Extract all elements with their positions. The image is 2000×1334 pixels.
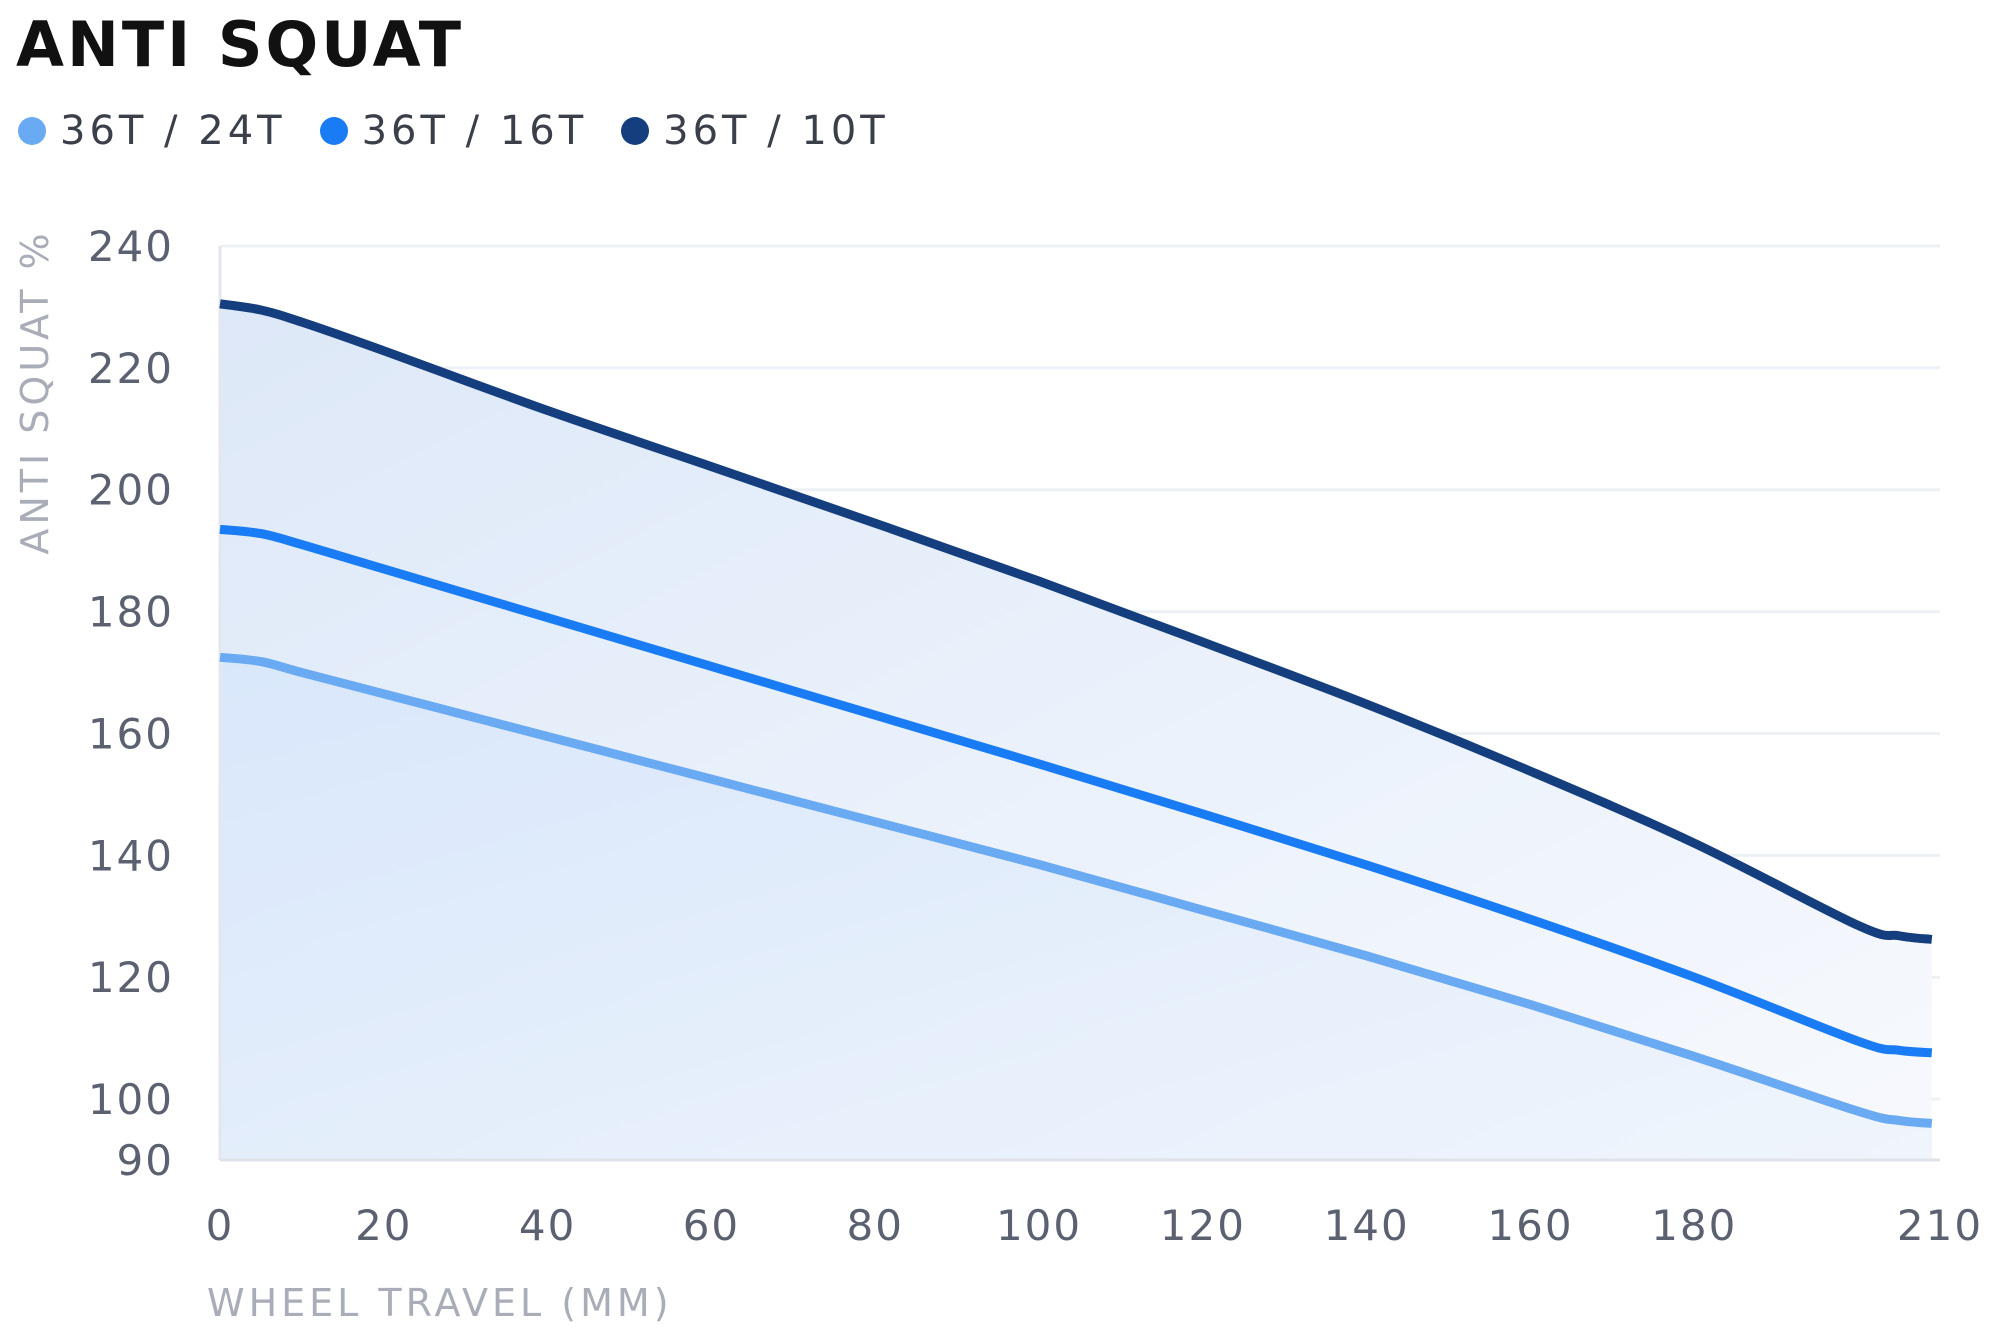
series-line-0 [219, 652, 1933, 1128]
legend-dot-icon [319, 117, 348, 145]
legend-dot-icon [621, 117, 650, 145]
x-tick-label: 180 [1651, 1201, 1737, 1250]
legend-item-36t-10t[interactable]: 36T / 10T [621, 108, 889, 154]
y-tick-label: 240 [88, 222, 174, 271]
series [219, 299, 1933, 1128]
y-tick-label: 140 [88, 831, 174, 880]
area-fill-lower [220, 657, 1932, 1160]
x-axis-label: WHEEL TRAVEL (MM) [207, 1281, 673, 1325]
y-tick-label: 100 [88, 1075, 174, 1124]
x-tick-label: 100 [996, 1201, 1082, 1250]
legend-label: 36T / 24T [60, 108, 286, 154]
y-tick-label: 200 [88, 466, 174, 515]
axes [218, 246, 1940, 1162]
x-tick-label: 210 [1897, 1201, 1983, 1250]
x-tick-label: 140 [1324, 1201, 1410, 1250]
chart-title: ANTI SQUAT [16, 8, 465, 81]
legend-dot-icon [18, 117, 46, 145]
y-axis-label: ANTI SQUAT % [13, 229, 57, 554]
y-tick-label: 180 [88, 588, 174, 637]
y-tick-label: 220 [88, 344, 174, 393]
x-tick-label: 160 [1487, 1201, 1573, 1250]
legend-label: 36T / 10T [663, 108, 889, 154]
legend: 36T / 24T 36T / 16T 36T / 10T [18, 108, 923, 154]
area-fill [220, 303, 1932, 1160]
x-tick-label: 20 [355, 1201, 412, 1250]
x-tick-label: 40 [519, 1201, 576, 1250]
series-line-1 [219, 524, 1933, 1058]
series-line-2 [219, 299, 1933, 944]
y-tick-label: 160 [88, 709, 174, 758]
x-tick-label: 60 [683, 1201, 740, 1250]
legend-item-36t-24t[interactable]: 36T / 24T [18, 108, 286, 154]
x-tick-label: 80 [847, 1201, 904, 1250]
y-tick-label: 120 [88, 953, 174, 1002]
x-tick-label: 120 [1160, 1201, 1246, 1250]
legend-label: 36T / 16T [361, 108, 588, 154]
legend-item-36t-16t[interactable]: 36T / 16T [319, 108, 588, 154]
tick-labels: 90 100 120 140 160 180 200 220 240 0 20 40 60 80 100 12… [88, 222, 1983, 1250]
y-tick-label: 90 [117, 1136, 174, 1185]
x-tick-label: 0 [206, 1201, 235, 1250]
